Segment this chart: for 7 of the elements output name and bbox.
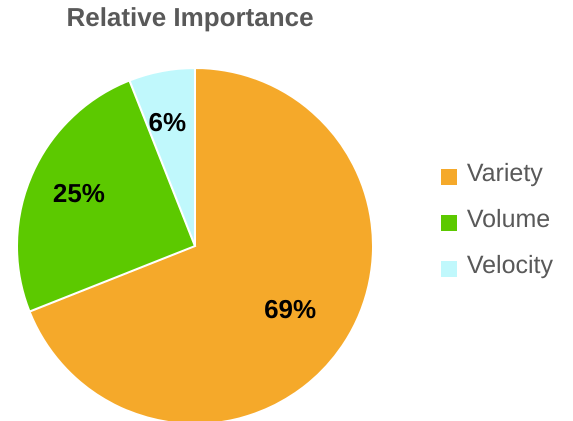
chart-title: Relative Importance bbox=[65, 2, 315, 33]
data-label: 69% bbox=[264, 294, 316, 324]
data-label: 6% bbox=[148, 107, 186, 138]
legend-label: Velocity bbox=[466, 251, 553, 279]
legend-label: Volume bbox=[466, 205, 550, 233]
legend-label: Variety bbox=[466, 159, 543, 187]
data-label: 25% bbox=[52, 178, 105, 208]
